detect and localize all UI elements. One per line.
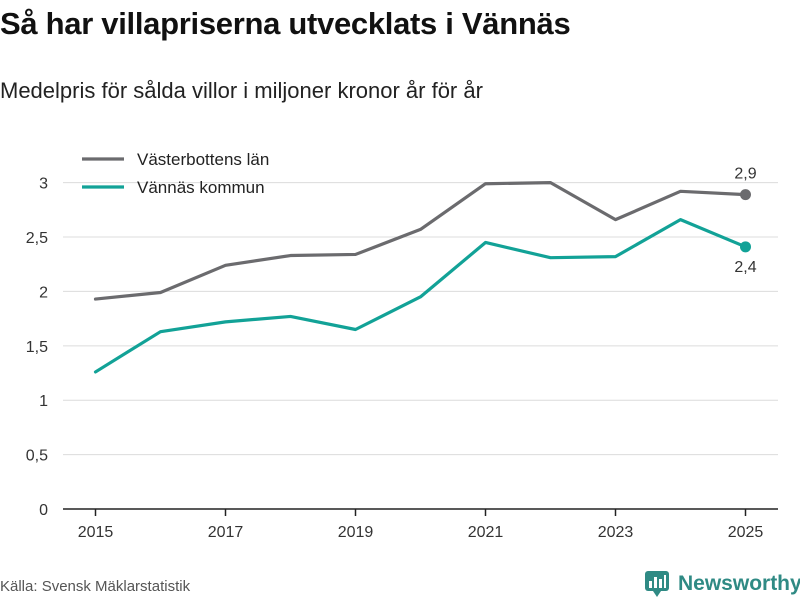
series-lines: 2,9 2,4: [93, 166, 757, 374]
x-tick-label: 2025: [728, 524, 764, 541]
brand: Newsworthy: [644, 570, 800, 598]
y-tick-label: 2: [39, 284, 48, 301]
grid-lines: [63, 182, 778, 456]
chart-title: Så har villapriserna utvecklats i Vännäs: [0, 6, 571, 41]
series-end-label: 2,4: [734, 259, 756, 276]
legend: Västerbottens län Vännäs kommun: [82, 150, 269, 197]
x-tick-label: 2015: [78, 524, 114, 541]
y-tick-label: 1,5: [26, 339, 48, 356]
x-tick-label: 2023: [598, 524, 634, 541]
legend-label: Västerbottens län: [137, 150, 269, 169]
y-tick-label: 3: [39, 176, 48, 193]
x-tick-label: 2021: [468, 524, 504, 541]
y-tick-label: 0: [39, 502, 48, 519]
series-end-point: [740, 241, 751, 253]
x-tick-label: 2017: [208, 524, 244, 541]
series-line: [93, 218, 748, 374]
series-line: [93, 181, 748, 301]
y-tick-label: 2,5: [26, 230, 48, 247]
y-tick-label: 1: [39, 393, 48, 410]
series-end-point: [740, 189, 751, 201]
series-end-label: 2,9: [734, 166, 756, 183]
chart-subtitle: Medelpris för sålda villor i miljoner kr…: [0, 78, 483, 103]
y-tick-label: 0,5: [26, 448, 48, 465]
newsworthy-logo-icon: [645, 571, 669, 597]
brand-name: Newsworthy: [678, 572, 800, 595]
source-note: Källa: Svensk Mäklarstatistik: [0, 578, 191, 595]
x-tick-label: 2019: [338, 524, 374, 541]
axes: 0 0,5 1 1,5 2 2,5 3 2015 2017 2019 2021 2023 2025: [26, 176, 778, 541]
legend-label: Vännäs kommun: [137, 178, 265, 197]
line-chart: 0 0,5 1 1,5 2 2,5 3 2015 2017 2019 2021 2023 2025 2,…: [26, 150, 778, 541]
